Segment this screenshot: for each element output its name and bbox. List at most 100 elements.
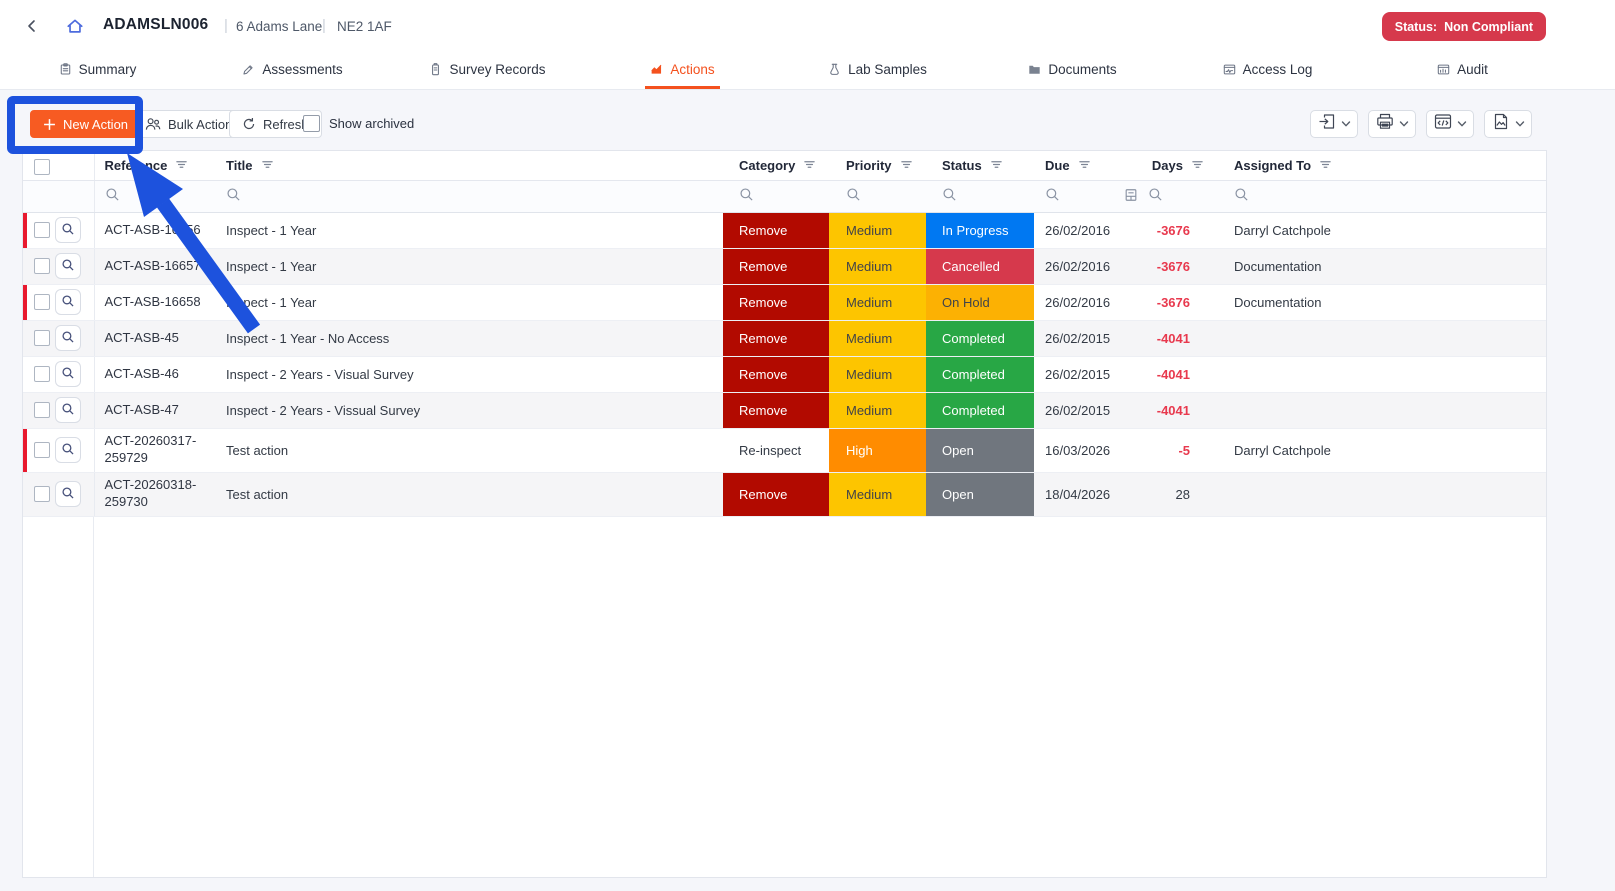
filter-calculator-icon[interactable]: [1124, 188, 1138, 205]
column-header-assigned_to: Assigned To: [1234, 157, 1312, 173]
tab-summary[interactable]: Summary: [0, 52, 195, 89]
column-header-days: Days: [1151, 157, 1183, 173]
magnifier-icon: [61, 222, 75, 239]
filter-search-icon[interactable]: [1148, 187, 1163, 205]
breadcrumb-divider: |: [322, 17, 326, 34]
cell-title: Inspect - 1 Year: [226, 222, 317, 238]
row-detail-button[interactable]: [55, 437, 81, 463]
column-filter-icon[interactable]: [261, 158, 274, 173]
tab-lab-samples[interactable]: Lab Samples: [780, 52, 975, 89]
cell-title: Inspect - 1 Year: [226, 258, 317, 274]
column-filter-icon[interactable]: [1191, 158, 1204, 173]
tab-actions[interactable]: Actions: [585, 52, 780, 89]
cell-status: Open: [942, 486, 974, 502]
cell-due-date: 18/04/2026: [1045, 486, 1111, 502]
export-icon: [1318, 113, 1336, 135]
filter-search-icon[interactable]: [105, 187, 120, 205]
column-filter-icon[interactable]: [1319, 158, 1332, 173]
column-filter-icon[interactable]: [803, 158, 816, 173]
embed-code-dropdown-button[interactable]: [1426, 110, 1474, 138]
row-detail-button[interactable]: [55, 325, 81, 351]
cell-priority: Medium: [846, 486, 893, 502]
cell-reference: ACT-ASB-16657: [104, 257, 201, 273]
cell-status: In Progress: [942, 222, 1009, 238]
cell-priority: High: [846, 442, 873, 458]
cell-priority: Medium: [846, 366, 893, 382]
survey-records-icon: [429, 62, 442, 76]
cell-category: Remove: [739, 258, 788, 274]
show-archived-toggle[interactable]: Show archived: [303, 115, 414, 132]
table-row[interactable]: ACT-ASB-16658 Inspect - 1 Year Remove Me…: [23, 284, 1546, 321]
column-filter-icon[interactable]: [175, 158, 188, 173]
filter-search-icon[interactable]: [1045, 187, 1060, 205]
filter-search-icon[interactable]: [226, 187, 241, 205]
cell-assigned-to: Documentation: [1234, 294, 1322, 310]
cell-category: Remove: [739, 402, 788, 418]
printer-icon: [1376, 113, 1394, 135]
filter-search-icon[interactable]: [846, 187, 861, 205]
row-checkbox[interactable]: [34, 330, 50, 346]
chevron-down-icon: [1457, 115, 1467, 133]
cell-priority: Medium: [846, 330, 893, 346]
table-row[interactable]: ACT-ASB-47 Inspect - 2 Years - Vissual S…: [23, 392, 1546, 429]
show-archived-checkbox[interactable]: [303, 115, 320, 132]
cell-reference: ACT-ASB-16658: [104, 293, 201, 309]
tab-assessments[interactable]: Assessments: [195, 52, 390, 89]
filter-search-icon[interactable]: [942, 187, 957, 205]
row-checkbox[interactable]: [34, 486, 50, 502]
row-checkbox[interactable]: [34, 258, 50, 274]
cell-status: On Hold: [942, 294, 990, 310]
select-all-checkbox[interactable]: [34, 158, 50, 175]
row-checkbox[interactable]: [34, 294, 50, 310]
row-checkbox[interactable]: [34, 442, 50, 458]
tab-access-log[interactable]: Access Log: [1170, 52, 1365, 89]
row-detail-button[interactable]: [55, 253, 81, 279]
bulk-action-button[interactable]: Bulk Action: [132, 110, 246, 138]
actions-icon: [650, 63, 663, 76]
row-detail-button[interactable]: [55, 361, 81, 387]
cell-title: Inspect - 1 Year: [226, 294, 317, 310]
export-data-dropdown-button[interactable]: [1310, 110, 1358, 138]
cell-reference: ACT-ASB-45: [104, 329, 179, 345]
table-row[interactable]: ACT-ASB-46 Inspect - 2 Years - Visual Su…: [23, 356, 1546, 393]
tab-label: Survey Records: [449, 61, 546, 77]
refresh-label: Refresh: [263, 116, 309, 132]
cell-status: Cancelled: [942, 258, 1000, 274]
home-icon[interactable]: [66, 17, 84, 35]
row-detail-button[interactable]: [55, 217, 81, 243]
print-dropdown-button[interactable]: [1368, 110, 1416, 138]
row-flag-indicator: [23, 284, 27, 319]
column-filter-icon[interactable]: [900, 158, 913, 173]
table-row[interactable]: ACT-ASB-16656 Inspect - 1 Year Remove Me…: [23, 212, 1546, 249]
tab-survey-records[interactable]: Survey Records: [390, 52, 585, 89]
cell-due-date: 26/02/2015: [1045, 330, 1111, 346]
filter-search-icon[interactable]: [739, 187, 754, 205]
status-badge-label: Status:: [1394, 19, 1438, 34]
row-checkbox[interactable]: [34, 402, 50, 418]
table-row[interactable]: ACT-20260317-259729 Test action Re-inspe…: [23, 428, 1546, 473]
cell-reference: ACT-ASB-47: [104, 401, 179, 417]
table-row[interactable]: ACT-20260318-259730 Test action Remove M…: [23, 472, 1546, 517]
table-row[interactable]: ACT-ASB-45 Inspect - 1 Year - No Access …: [23, 320, 1546, 357]
magnifier-icon: [61, 442, 75, 459]
row-detail-button[interactable]: [55, 289, 81, 315]
back-icon[interactable]: [24, 18, 40, 34]
refresh-icon: [243, 118, 255, 130]
code-icon: [1434, 113, 1452, 135]
cell-due-date: 26/02/2015: [1045, 366, 1111, 382]
row-checkbox[interactable]: [34, 222, 50, 238]
magnifier-icon: [61, 402, 75, 419]
column-filter-icon[interactable]: [1078, 158, 1091, 173]
tab-audit[interactable]: Audit: [1365, 52, 1560, 89]
new-action-button[interactable]: New Action: [30, 110, 142, 138]
cell-days: -3676: [1156, 294, 1190, 310]
cell-reference: ACT-20260317-259729: [104, 433, 197, 465]
row-detail-button[interactable]: [55, 481, 81, 507]
export-image-dropdown-button[interactable]: [1484, 110, 1532, 138]
table-row[interactable]: ACT-ASB-16657 Inspect - 1 Year Remove Me…: [23, 248, 1546, 285]
filter-search-icon[interactable]: [1234, 187, 1249, 205]
column-filter-icon[interactable]: [990, 158, 1003, 173]
row-checkbox[interactable]: [34, 366, 50, 382]
tab-documents[interactable]: Documents: [975, 52, 1170, 89]
row-detail-button[interactable]: [55, 397, 81, 423]
